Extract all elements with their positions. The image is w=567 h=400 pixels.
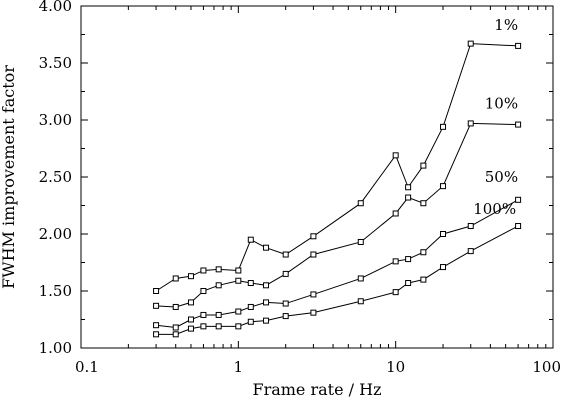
- series-1pct: 1%: [153, 16, 522, 294]
- data-point-marker: [282, 270, 289, 277]
- data-point-marker: [420, 276, 427, 283]
- data-point-marker: [200, 323, 207, 330]
- y-tick-label: 4.00: [39, 0, 72, 15]
- series-label: 10%: [485, 95, 518, 113]
- data-point-marker: [515, 121, 522, 128]
- y-tick-label: 1.50: [39, 282, 72, 300]
- data-point-marker: [405, 194, 412, 201]
- data-point-marker: [282, 251, 289, 258]
- data-point-marker: [263, 299, 270, 306]
- data-point-marker: [235, 267, 242, 274]
- data-point-marker: [247, 236, 254, 243]
- data-point-marker: [172, 324, 179, 331]
- x-axis-label: Frame rate / Hz: [252, 380, 381, 399]
- data-point-marker: [187, 299, 194, 306]
- data-point-marker: [215, 311, 222, 318]
- data-point-marker: [405, 184, 412, 191]
- data-point-marker: [392, 258, 399, 265]
- data-point-marker: [235, 277, 242, 284]
- data-point-marker: [187, 273, 194, 280]
- series-layer: 1% 10% 50% 100%: [153, 16, 522, 338]
- x-tick-label: 1: [234, 358, 244, 376]
- data-point-marker: [200, 288, 207, 294]
- data-point-marker: [392, 210, 399, 217]
- data-point-marker: [420, 162, 427, 169]
- data-point-marker: [263, 317, 270, 324]
- data-point-marker: [467, 248, 474, 255]
- ticks-layer: 1.00 1.50 2.00 2.50 3.00 3.50 4.00 0.1 1 10 100: [39, 0, 561, 376]
- data-point-marker: [515, 223, 522, 230]
- data-point-marker: [467, 223, 474, 230]
- data-point-marker: [215, 282, 222, 289]
- data-point-marker: [405, 256, 412, 263]
- plot-area-frame: [80, 5, 554, 349]
- data-point-marker: [172, 303, 179, 310]
- data-point-marker: [153, 331, 160, 338]
- data-point-marker: [263, 244, 270, 251]
- series-line: [156, 225, 519, 335]
- data-point-marker: [235, 323, 242, 330]
- y-tick-label: 1.00: [39, 339, 72, 357]
- data-point-marker: [440, 183, 447, 190]
- data-point-marker: [440, 123, 447, 130]
- data-point-marker: [405, 280, 412, 287]
- data-point-marker: [357, 298, 364, 305]
- data-point-marker: [263, 282, 270, 289]
- data-point-marker: [440, 231, 447, 237]
- series-100pct: 100%: [153, 200, 522, 338]
- data-point-marker: [515, 42, 522, 49]
- series-50pct: 50%: [153, 168, 522, 331]
- data-point-marker: [420, 200, 427, 207]
- x-tick-label: 100: [532, 358, 561, 376]
- data-point-marker: [172, 331, 179, 338]
- y-axis-label: FWHM improvement factor: [0, 65, 18, 289]
- y-tick-label: 3.00: [39, 111, 72, 129]
- series-label: 100%: [473, 200, 516, 218]
- data-point-marker: [420, 249, 427, 256]
- series-10pct: 10%: [153, 95, 522, 310]
- data-point-marker: [187, 316, 194, 323]
- data-point-marker: [247, 303, 254, 310]
- data-point-marker: [200, 311, 207, 318]
- data-point-marker: [247, 280, 254, 287]
- data-point-marker: [357, 238, 364, 245]
- x-tick-label: 10: [386, 358, 405, 376]
- data-point-marker: [247, 318, 254, 325]
- data-point-marker: [392, 152, 399, 159]
- data-point-marker: [235, 308, 242, 315]
- data-point-marker: [467, 120, 474, 127]
- data-point-marker: [357, 200, 364, 207]
- data-point-marker: [357, 275, 364, 282]
- series-line: [156, 199, 519, 328]
- data-point-marker: [282, 313, 289, 320]
- data-point-marker: [310, 233, 317, 240]
- data-point-marker: [153, 288, 160, 294]
- y-tick-label: 2.00: [39, 225, 72, 243]
- y-tick-label: 3.50: [39, 54, 72, 72]
- data-point-marker: [187, 325, 194, 332]
- data-point-marker: [215, 323, 222, 330]
- data-point-marker: [215, 266, 222, 273]
- series-label: 1%: [494, 16, 518, 34]
- y-tick-label: 2.50: [39, 168, 72, 186]
- data-point-marker: [310, 291, 317, 298]
- data-point-marker: [310, 309, 317, 316]
- x-tick-label: 0.1: [75, 358, 99, 376]
- series-line: [155, 43, 519, 292]
- series-line: [156, 122, 519, 308]
- data-point-marker: [515, 196, 522, 203]
- data-point-marker: [440, 264, 447, 271]
- data-point-marker: [153, 302, 160, 309]
- data-point-marker: [467, 40, 474, 47]
- data-point-marker: [310, 251, 317, 258]
- data-point-marker: [172, 275, 179, 282]
- series-label: 50%: [485, 168, 518, 186]
- data-point-marker: [282, 300, 289, 307]
- data-point-marker: [200, 267, 207, 274]
- data-point-marker: [392, 289, 399, 296]
- data-point-marker: [153, 322, 160, 329]
